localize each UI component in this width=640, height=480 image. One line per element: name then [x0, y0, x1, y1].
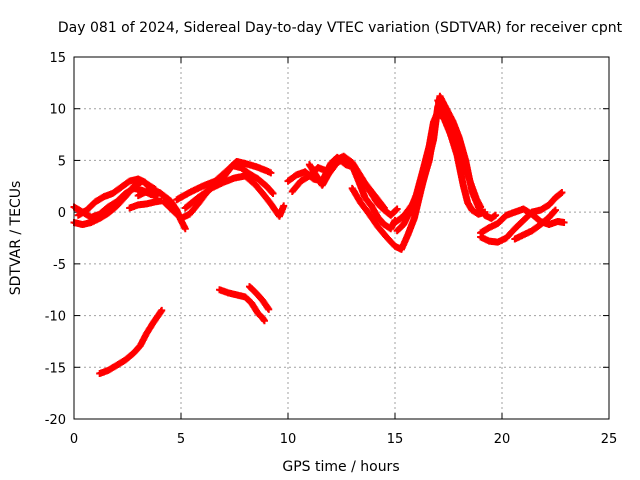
x-axis-label: GPS time / hours: [282, 459, 399, 475]
series-arc-18: [434, 96, 485, 211]
y-axis-label: SDTVAR / TECUs: [8, 181, 24, 296]
y-tick-label: -10: [45, 310, 66, 325]
data-point: [260, 317, 268, 325]
x-tick-label: 10: [280, 432, 297, 447]
series-arc-7: [173, 157, 275, 204]
data-points: [70, 92, 568, 377]
series-arc-4: [126, 197, 166, 212]
grid: [74, 57, 609, 419]
y-tick-label: 0: [58, 206, 66, 221]
series-arc-3: [74, 175, 161, 219]
data-point: [558, 188, 566, 196]
plot-frame: [73, 56, 610, 420]
series-arc-14: [305, 154, 399, 233]
data-point: [267, 169, 275, 177]
series-arc-10: [216, 286, 268, 325]
data-point: [492, 211, 500, 219]
x-tick-label: 20: [494, 432, 511, 447]
data-point: [380, 204, 388, 212]
series-arc-11: [245, 283, 273, 313]
y-tick-label: -5: [53, 258, 66, 273]
series-arc-9: [96, 306, 166, 377]
data-point: [552, 206, 559, 214]
chart-title: Day 081 of 2024, Sidereal Day-to-day VTE…: [58, 20, 623, 36]
series-arc-2: [70, 177, 159, 229]
y-tick-label: 10: [49, 103, 66, 118]
data-point: [393, 205, 401, 213]
data-point: [181, 225, 189, 233]
series-arc-8: [181, 172, 288, 220]
data-point: [265, 305, 273, 313]
series-arc-19: [477, 188, 566, 246]
data-point: [560, 218, 568, 226]
series-arc-6: [134, 186, 189, 233]
data-point: [269, 190, 277, 198]
y-tick-label: -15: [45, 361, 66, 376]
x-tick-label: 5: [177, 432, 185, 447]
x-tick-label: 0: [70, 432, 78, 447]
data-point: [280, 202, 288, 210]
data-point: [477, 203, 485, 211]
y-tick-label: 5: [58, 154, 66, 169]
data-point: [158, 306, 166, 314]
x-tick-label: 25: [601, 432, 618, 447]
data-point: [392, 206, 400, 214]
axis-ticks: 0 5 10 15 20 25 -20 -15 -10 -5 0 5 10 15: [45, 51, 618, 447]
y-tick-label: -20: [45, 413, 66, 428]
x-tick-label: 15: [387, 432, 404, 447]
series-arc-21: [477, 205, 568, 237]
y-tick-label: 15: [49, 51, 66, 66]
